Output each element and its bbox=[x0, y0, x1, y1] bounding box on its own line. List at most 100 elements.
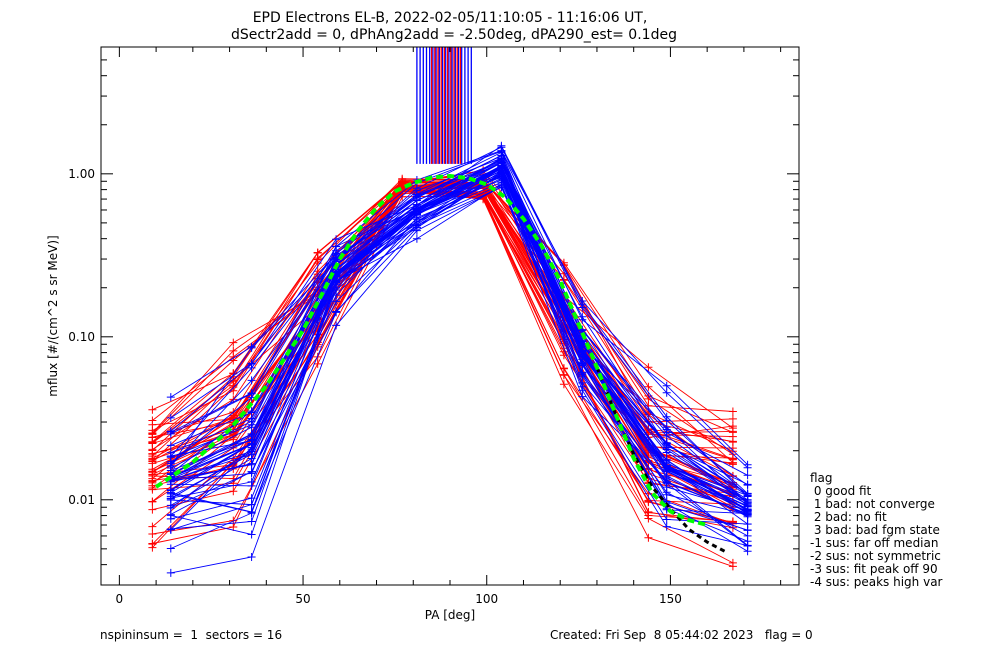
x-tick-label: 0 bbox=[116, 592, 124, 606]
red-data-point bbox=[559, 380, 568, 389]
blue-data-point bbox=[166, 428, 175, 436]
chart-title-line1: EPD Electrons EL-B, 2022-02-05/11:10:05 … bbox=[253, 10, 648, 26]
blue-data-point bbox=[412, 202, 421, 211]
legend-item-4: -1 sus: far off median bbox=[810, 536, 939, 550]
red-data-point bbox=[644, 452, 653, 461]
blue-data-point bbox=[166, 393, 175, 402]
blue-data-point bbox=[332, 235, 341, 244]
blue-data-point bbox=[578, 359, 587, 368]
red-data-point bbox=[148, 405, 157, 414]
blue-data-point bbox=[578, 368, 587, 377]
blue-data-point bbox=[662, 522, 671, 531]
blue-trace-line bbox=[170, 161, 748, 496]
red-data-point bbox=[728, 422, 737, 431]
legend-item-0: 0 good fit bbox=[810, 484, 872, 498]
blue-data-point bbox=[412, 192, 421, 201]
blue-data-point bbox=[166, 510, 175, 519]
blue-data-point bbox=[247, 430, 256, 439]
blue-data-point bbox=[662, 432, 671, 440]
blue-data-point bbox=[497, 154, 506, 163]
red-data-point bbox=[148, 437, 157, 446]
y-tick-label: 1.00 bbox=[68, 167, 95, 181]
red-data-point bbox=[644, 363, 653, 372]
red-data-point bbox=[644, 533, 653, 542]
blue-data-point bbox=[743, 490, 752, 498]
blue-data-point bbox=[166, 494, 175, 503]
blue-data-point bbox=[166, 501, 175, 510]
blue-data-point bbox=[166, 452, 175, 461]
red-data-point bbox=[229, 338, 238, 347]
blue-trace-line bbox=[170, 165, 748, 495]
blue-data-point bbox=[662, 388, 671, 397]
blue-data-point bbox=[247, 508, 256, 516]
fit-curve bbox=[154, 173, 708, 527]
red-data-point bbox=[644, 514, 653, 523]
red-trace-line bbox=[152, 178, 733, 421]
y-axis-label: mflux [#/(cm^2 s sr MeV)] bbox=[46, 235, 60, 396]
red-data-point bbox=[148, 530, 157, 538]
blue-data-point bbox=[247, 553, 256, 561]
blue-data-point bbox=[412, 218, 421, 226]
blue-data-point bbox=[662, 465, 671, 474]
blue-data-point bbox=[578, 386, 587, 395]
red-data-point bbox=[728, 558, 737, 567]
footer-left: nspininsum = 1 sectors = 16 bbox=[100, 628, 283, 642]
blue-trace-line bbox=[170, 171, 748, 531]
blue-data-point bbox=[247, 376, 256, 385]
blue-data-point bbox=[332, 307, 341, 316]
blue-data-point bbox=[497, 170, 506, 179]
blue-data-point bbox=[412, 184, 421, 193]
legend-item-1: 1 bad: not converge bbox=[810, 497, 935, 511]
red-data-point bbox=[644, 382, 653, 391]
blue-data-point bbox=[247, 477, 256, 486]
x-axis-label: PA [deg] bbox=[425, 608, 475, 622]
blue-data-point bbox=[166, 544, 175, 553]
blue-data-point bbox=[332, 321, 341, 330]
blue-data-point bbox=[247, 447, 256, 456]
legend-title: flag bbox=[810, 471, 833, 485]
legend-item-5: -2 sus: not symmetric bbox=[810, 549, 941, 563]
blue-data-point bbox=[578, 336, 587, 345]
red-data-point bbox=[229, 487, 238, 496]
x-tick-label: 150 bbox=[659, 592, 682, 606]
blue-data-point bbox=[166, 459, 175, 468]
red-data-point bbox=[728, 459, 737, 468]
red-data-point bbox=[313, 255, 322, 264]
blue-trace-line bbox=[170, 146, 748, 494]
footer-right: Created: Fri Sep 8 05:44:02 2023 flag = … bbox=[550, 628, 813, 642]
red-data-point bbox=[728, 432, 737, 441]
red-data-point bbox=[148, 429, 157, 437]
y-tick-label: 0.01 bbox=[68, 493, 95, 507]
blue-data-point bbox=[743, 526, 752, 535]
axes: 0 50 100 150 0.01 0.10 1.00 bbox=[68, 46, 799, 606]
blue-data-point bbox=[247, 363, 256, 372]
blue-data-point bbox=[578, 352, 587, 361]
red-trace-line bbox=[152, 180, 733, 443]
blue-data-point bbox=[743, 509, 752, 518]
legend-item-2: 2 bad: no fit bbox=[810, 510, 887, 524]
red-trace-line bbox=[152, 178, 734, 433]
blue-trace-line bbox=[170, 151, 748, 506]
blue-trace-line bbox=[170, 186, 748, 574]
blue-trace-line bbox=[170, 170, 748, 516]
blue-data-point bbox=[412, 234, 421, 243]
red-data-point bbox=[148, 416, 157, 425]
blue-trace-line bbox=[170, 162, 748, 503]
red-data-point bbox=[313, 359, 322, 368]
blue-data-point bbox=[247, 494, 256, 503]
red-data-point bbox=[148, 450, 157, 459]
fit-curves bbox=[154, 173, 727, 554]
y-tick-label: 0.10 bbox=[68, 330, 95, 344]
red-trace-line bbox=[152, 178, 734, 477]
blue-data-point bbox=[662, 478, 671, 487]
red-data-point bbox=[148, 522, 157, 531]
blue-data-point bbox=[743, 541, 752, 550]
blue-data-point bbox=[166, 413, 175, 422]
blue-data-point bbox=[166, 486, 175, 495]
red-data-point bbox=[728, 407, 737, 416]
flag-legend: flag 0 good fit 1 bad: not converge 2 ba… bbox=[810, 472, 942, 589]
blue-data-point bbox=[247, 530, 256, 539]
blue-data-point bbox=[247, 389, 256, 397]
blue-trace-line bbox=[170, 175, 748, 531]
